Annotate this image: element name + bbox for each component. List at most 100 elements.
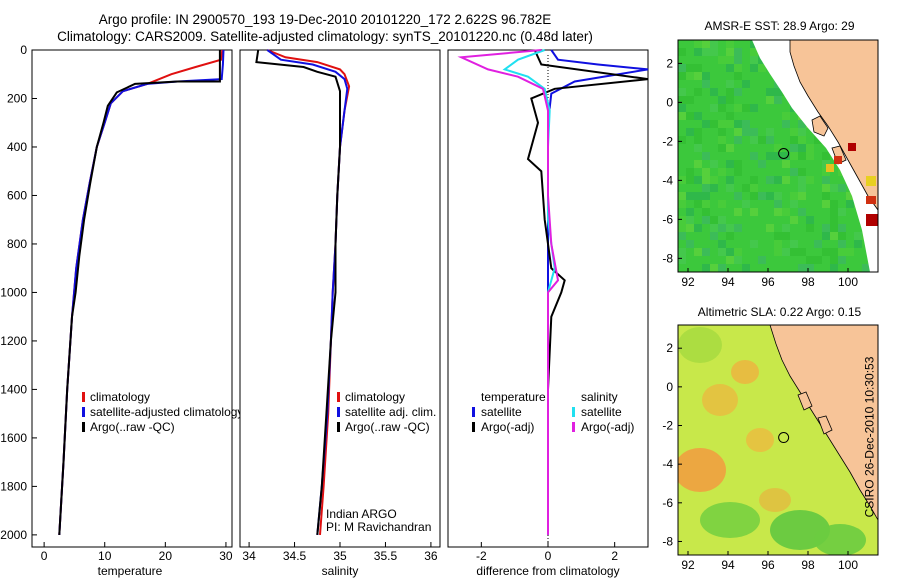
- sst-texture-cell: [830, 216, 838, 224]
- sst-texture-cell: [742, 264, 750, 272]
- sst-texture-cell: [694, 48, 702, 56]
- sst-texture-cell: [806, 144, 814, 152]
- sst-texture-cell: [798, 136, 806, 144]
- sst-texture-cell: [790, 144, 798, 152]
- sst-texture-cell: [814, 256, 822, 264]
- sst-texture-cell: [830, 184, 838, 192]
- sst-texture-cell: [702, 216, 710, 224]
- salinity-xlabel: salinity: [322, 564, 359, 578]
- sal-legend-argo-swatch: [337, 422, 340, 432]
- sla-anomaly-blob: [700, 502, 760, 538]
- difference-xtick-label: 0: [545, 549, 552, 563]
- sst-texture-cell: [726, 48, 734, 56]
- sst-texture-cell: [678, 224, 686, 232]
- difference-series-line: [502, 49, 556, 535]
- sst-texture-cell: [822, 232, 830, 240]
- diff-legend-sal-sat-label: satellite: [581, 405, 622, 419]
- temperature-axes: [31, 49, 233, 548]
- sst-texture-cell: [702, 200, 710, 208]
- sst-texture-cell: [774, 176, 782, 184]
- diff-legend-sal-header: salinity: [581, 390, 618, 404]
- sst-texture-cell: [790, 168, 798, 176]
- salinity-xtick-label: 36: [424, 549, 438, 563]
- sst-texture-cell: [742, 128, 750, 136]
- sst-texture-cell: [766, 176, 774, 184]
- salinity-note-line2: PI: M Ravichandran: [326, 520, 431, 534]
- sst-texture-cell: [790, 152, 798, 160]
- sal-legend-satellite-label: satellite adj. clim.: [345, 405, 436, 419]
- sst-map-title: AMSR-E SST: 28.9 Argo: 29: [704, 19, 855, 33]
- sst-texture-cell: [774, 96, 782, 104]
- sst-texture-cell: [726, 144, 734, 152]
- sst-texture-cell: [774, 200, 782, 208]
- sst-texture-cell: [838, 248, 846, 256]
- sst-texture-cell: [694, 200, 702, 208]
- sst-texture-cell: [702, 248, 710, 256]
- sla-xtick-label: 96: [761, 558, 775, 572]
- sst-texture-cell: [686, 72, 694, 80]
- salinity-xtick-label: 34.5: [283, 549, 307, 563]
- depth-ytick-label: 400: [7, 140, 27, 154]
- sst-texture-cell: [726, 96, 734, 104]
- sst-texture-cell: [718, 248, 726, 256]
- sla-argo-position-marker: [778, 432, 790, 444]
- sst-texture-cell: [718, 56, 726, 64]
- sst-argo-position-marker: [778, 148, 790, 160]
- sst-texture-cell: [702, 72, 710, 80]
- sla-anomaly-blob: [731, 360, 759, 384]
- sst-texture-cell: [726, 56, 734, 64]
- sst-texture-cell: [774, 88, 782, 96]
- sst-texture-cell: [790, 248, 798, 256]
- sst-texture-cell: [694, 136, 702, 144]
- sla-anomaly-blob: [759, 488, 791, 512]
- sst-texture-cell: [702, 168, 710, 176]
- sst-texture-cell: [846, 248, 854, 256]
- sst-ytick-label: 0: [666, 95, 673, 109]
- salinity-xtick-label: 35.5: [374, 549, 398, 563]
- sst-texture-cell: [718, 240, 726, 248]
- sst-texture-cell: [694, 144, 702, 152]
- diff-legend-sal-sat-swatch: [572, 407, 575, 417]
- sst-texture-cell: [678, 96, 686, 104]
- temperature-xlabel: temperature: [98, 564, 163, 578]
- sst-texture-cell: [710, 184, 718, 192]
- sst-texture-cell: [718, 264, 726, 272]
- sst-texture-cell: [774, 208, 782, 216]
- sst-texture-cell: [766, 96, 774, 104]
- sst-texture-cell: [774, 192, 782, 200]
- sst-texture-cell: [798, 152, 806, 160]
- sst-texture-cell: [710, 120, 718, 128]
- sst-texture-cell: [686, 112, 694, 120]
- sla-anomaly-blob: [746, 428, 774, 452]
- sst-texture-cell: [838, 240, 846, 248]
- sst-warm-cell: [866, 176, 876, 186]
- sst-texture-cell: [702, 40, 710, 48]
- sst-texture-cell: [710, 160, 718, 168]
- sst-texture-cell: [782, 248, 790, 256]
- sst-texture-cell: [758, 136, 766, 144]
- sst-texture-cell: [678, 88, 686, 96]
- sst-texture-cell: [798, 144, 806, 152]
- diff-legend-temp-header: temperature: [481, 390, 546, 404]
- sst-texture-cell: [726, 248, 734, 256]
- sst-texture-cell: [734, 248, 742, 256]
- diff-legend-sal-argo-label: Argo(-adj): [581, 420, 634, 434]
- legend-satellite-swatch: [82, 407, 85, 417]
- sst-texture-cell: [774, 232, 782, 240]
- sst-texture-cell: [734, 104, 742, 112]
- sst-texture-cell: [686, 168, 694, 176]
- sst-texture-cell: [678, 136, 686, 144]
- sst-texture-cell: [742, 120, 750, 128]
- sst-land-sumatra: [789, 40, 878, 211]
- sst-texture-cell: [734, 48, 742, 56]
- sst-texture-cell: [750, 48, 758, 56]
- sst-texture-cell: [838, 208, 846, 216]
- sla-xtick-label: 94: [721, 558, 735, 572]
- sst-texture-cell: [678, 104, 686, 112]
- sst-warm-cell: [834, 156, 842, 164]
- sla-map-panel: 92 94 96 98 100 -8 -6 -4 -2 0 2: [662, 324, 879, 572]
- salinity-series-line: [255, 49, 341, 535]
- sst-texture-cell: [694, 112, 702, 120]
- sla-island-nias: [797, 391, 813, 411]
